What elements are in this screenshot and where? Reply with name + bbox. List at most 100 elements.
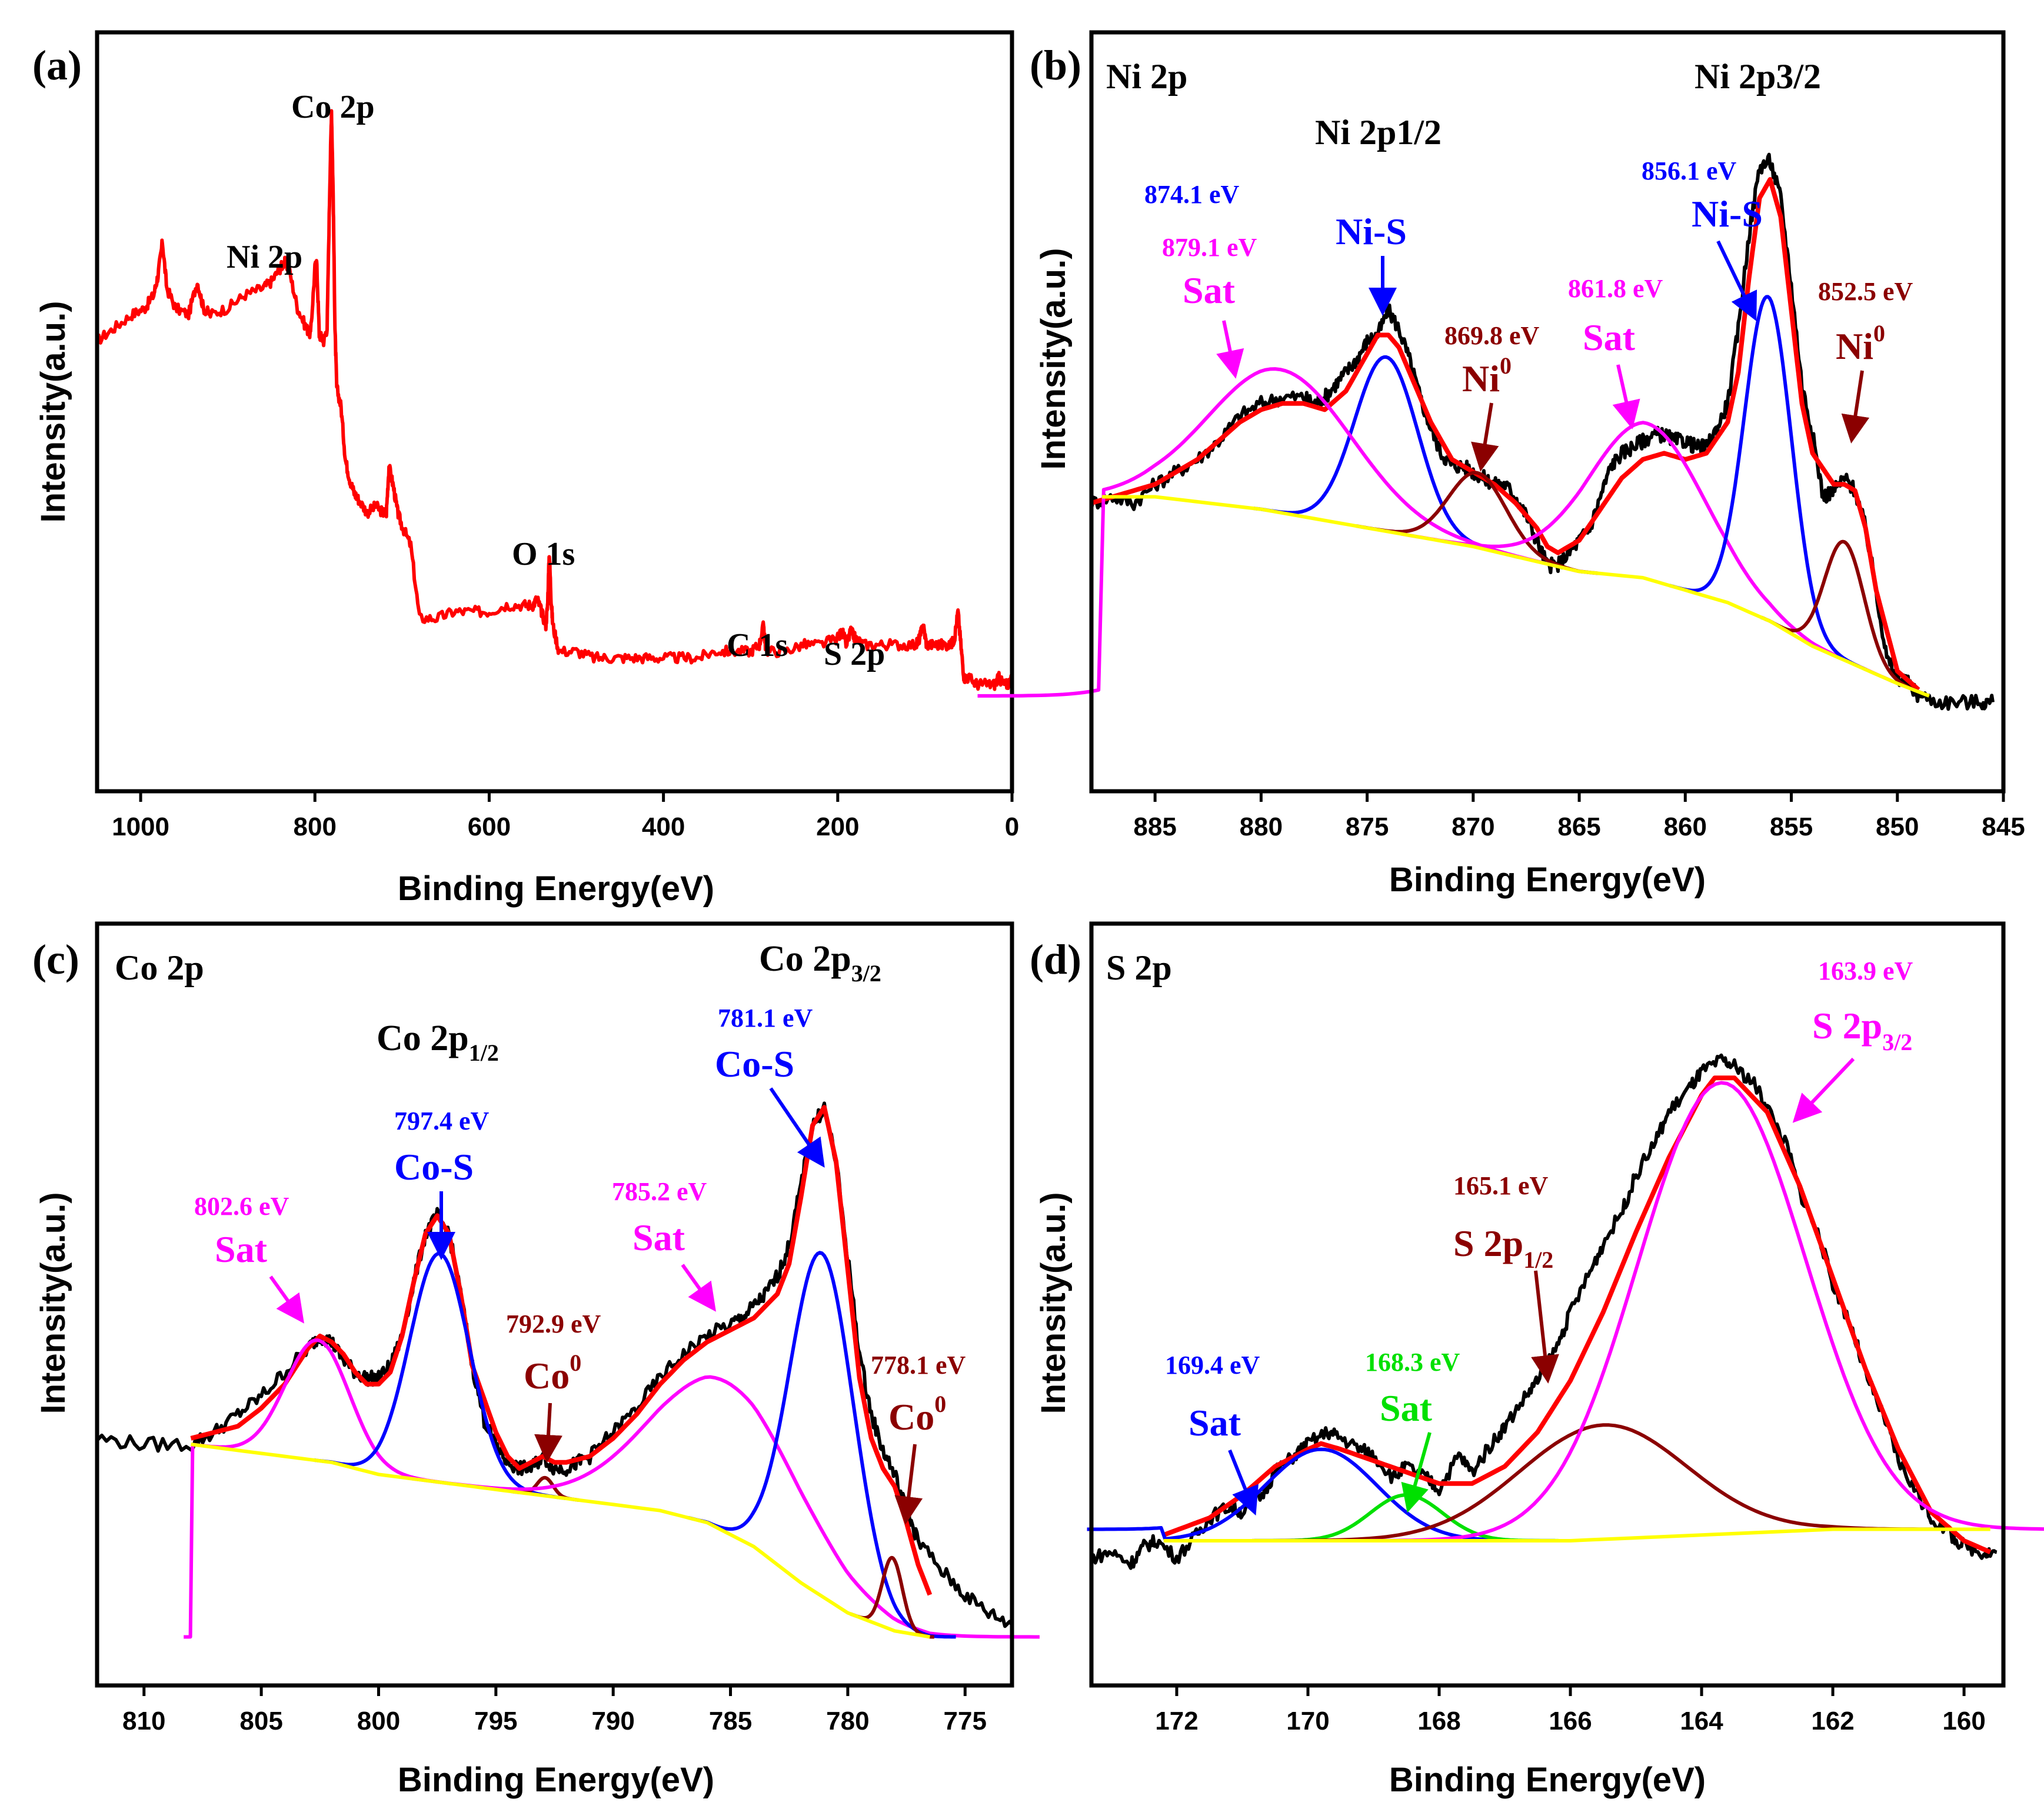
x-tick-label: 850: [1876, 812, 1919, 841]
x-tick-label: 795: [474, 1707, 517, 1735]
annot-name: Sat: [215, 1228, 268, 1270]
peak-ni2p32: Ni 2p3/2: [1695, 57, 1821, 96]
series-s-2p3-2-163-9: [1370, 1081, 2044, 1543]
annot-b-nis-856: 856.1 eV Ni-S: [1642, 156, 1763, 321]
x-tick-label: 775: [944, 1707, 987, 1735]
series-sat-785-2: [411, 1375, 1040, 1639]
annot-name: Sat: [632, 1217, 685, 1258]
series-sat-169-4: [1087, 1447, 1556, 1543]
peak-co2p32: Co 2p3/2: [759, 939, 881, 987]
annot-energy: 797.4 eV: [394, 1107, 490, 1135]
annot-d-sat-169: 169.4 eV Sat: [1165, 1351, 1260, 1516]
annot-name: S 2p1/2: [1453, 1222, 1553, 1273]
plot-a-ticks: 1000 800 600 400 200 0: [112, 791, 1019, 841]
plot-d-series: [1087, 1053, 2044, 1570]
plot-b-series: [977, 152, 1995, 711]
x-tick-label: 400: [642, 812, 685, 841]
annot-c-sat-802: 802.6 eV Sat: [194, 1192, 304, 1324]
x-tick-label: 845: [1982, 812, 2025, 841]
plot-c-ticks: 810 805 800 795 790 785 780 775: [122, 1685, 987, 1735]
annot-energy: 852.5 eV: [1818, 277, 1913, 306]
x-tick-label: 780: [826, 1707, 869, 1735]
plot-a-frame: [95, 30, 1014, 794]
annot-energy: 802.6 eV: [194, 1192, 289, 1221]
panel-a: (a) 1000 800 600 400 200 0 Binding Energy(eV)…: [32, 30, 1019, 908]
annot-c-sat-785: 785.2 eV Sat: [612, 1177, 716, 1312]
plot-d-xlabel: Binding Energy(eV): [1389, 1761, 1706, 1799]
plot-a-xlabel: Binding Energy(eV): [398, 869, 714, 908]
panel-a-label: (a): [32, 42, 82, 89]
annot-energy: 785.2 eV: [612, 1177, 707, 1206]
annot-name: Sat: [1189, 1402, 1241, 1444]
arrow: [894, 1444, 923, 1525]
x-tick-label: 855: [1770, 812, 1813, 841]
arrow: [1216, 320, 1244, 379]
annot-energy: 861.8 eV: [1568, 274, 1663, 303]
annot-b-nis-874: 874.1 eV Ni-S: [1144, 180, 1407, 316]
x-tick-label: 875: [1346, 812, 1389, 841]
x-tick-label: 162: [1811, 1707, 1854, 1735]
annot-name: S 2p3/2: [1812, 1005, 1912, 1055]
plot-c-ylabel: Intensity(a.u.): [34, 1192, 72, 1414]
annot-name: Ni0: [1836, 320, 1885, 367]
annot-c-co0-778: 778.1 eV Co0: [871, 1351, 966, 1525]
x-tick-label: 166: [1549, 1707, 1592, 1735]
annot-energy: 879.1 eV: [1162, 233, 1257, 262]
plot-d-title: S 2p: [1106, 948, 1172, 987]
plot-b-ticks: 885 880 875 870 865 860 855 850 845: [1133, 791, 2025, 841]
series-sat-802-6: [184, 1338, 452, 1639]
annot-energy: 874.1 eV: [1144, 180, 1240, 209]
series-envelope: [1090, 177, 1920, 692]
x-tick-label: 168: [1417, 1707, 1460, 1735]
annot-energy: 856.1 eV: [1642, 156, 1737, 185]
label-c1s: C 1s: [727, 627, 788, 664]
peak-ni2p12: Ni 2p1/2: [1315, 113, 1442, 152]
arrow: [1228, 1449, 1259, 1516]
label-o1s: O 1s: [512, 536, 575, 572]
panel-c-label: (c): [32, 936, 79, 983]
x-tick-label: 200: [816, 812, 859, 841]
annot-name: Co0: [524, 1350, 581, 1397]
annot-name: Ni0: [1462, 352, 1512, 399]
annot-name: Sat: [1183, 269, 1236, 311]
annot-d-s2p12: 165.1 eV S 2p1/2: [1453, 1171, 1559, 1384]
annot-energy: 869.8 eV: [1444, 321, 1540, 350]
x-tick-label: 790: [591, 1707, 634, 1735]
annot-name: Ni-S: [1336, 211, 1407, 252]
plot-c-xlabel: Binding Energy(eV): [398, 1761, 714, 1799]
panel-b: (b) 885 880 875 870 865 860 855 850 845 Binding …: [977, 30, 2025, 899]
x-tick-label: 880: [1240, 812, 1283, 841]
annot-name: Sat: [1583, 317, 1636, 358]
annot-d-s2p32: 163.9 eV S 2p3/2: [1792, 957, 1913, 1123]
plot-b-title: Ni 2p: [1106, 57, 1187, 96]
x-tick-label: 1000: [112, 812, 169, 841]
annot-name: Sat: [1380, 1387, 1433, 1429]
annot-name: Co-S: [394, 1146, 474, 1188]
series-ni-s-856-1: [1669, 295, 1867, 672]
annot-c-co0-792: 792.9 eV Co0: [506, 1310, 601, 1463]
arrow: [681, 1264, 716, 1312]
x-tick-label: 805: [239, 1707, 282, 1735]
plot-d-ticks: 172 170 168 166 164 162 160: [1155, 1685, 1986, 1735]
annot-b-ni0-852: 852.5 eV Ni0: [1818, 277, 1913, 444]
x-tick-label: 810: [122, 1707, 165, 1735]
panel-b-label: (b): [1030, 42, 1081, 89]
arrow: [534, 1402, 562, 1463]
series-envelope: [1163, 1075, 1992, 1555]
x-tick-label: 0: [1005, 812, 1019, 841]
panel-d-label: (d): [1030, 936, 1081, 983]
x-tick-label: 600: [468, 812, 511, 841]
arrow: [1612, 364, 1640, 429]
series-survey: [95, 109, 1014, 691]
arrow: [1531, 1270, 1559, 1384]
annot-energy: 165.1 eV: [1453, 1171, 1549, 1200]
x-tick-label: 160: [1942, 1707, 1985, 1735]
annot-c-cos-797: 797.4 eV Co-S: [394, 1107, 490, 1260]
annot-energy: 169.4 eV: [1165, 1351, 1260, 1380]
annot-c-cos-781: 781.1 eV Co-S: [715, 1004, 825, 1168]
annot-energy: 778.1 eV: [871, 1351, 966, 1380]
x-tick-label: 870: [1452, 812, 1494, 841]
arrow: [1471, 402, 1499, 472]
x-tick-label: 865: [1557, 812, 1600, 841]
arrow: [1401, 1432, 1432, 1513]
